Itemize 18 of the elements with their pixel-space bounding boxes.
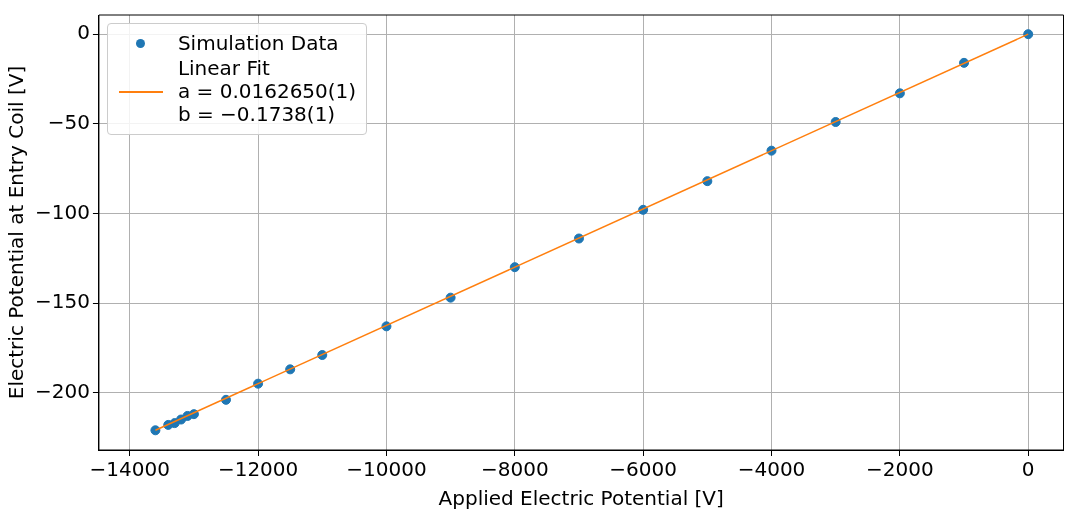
x-axis-title: Applied Electric Potential [V] [438, 486, 724, 511]
x-tick-label: −4000 [737, 457, 806, 482]
y-tick-label: −100 [34, 199, 90, 224]
x-tick-label: −14000 [89, 457, 170, 482]
x-tick-label: −12000 [217, 457, 299, 482]
x-tick-label: −10000 [346, 457, 427, 482]
y-axis-title: Electric Potential at Entry Coil [V] [4, 65, 29, 400]
x-tick-label: −2000 [866, 457, 934, 482]
y-tick-label: −50 [47, 110, 90, 134]
legend-label: Linear Fit a = 0.0162650(1) b = −0.1738(1) [177, 56, 357, 126]
y-tick-label: −200 [34, 378, 90, 403]
point [1023, 29, 1034, 40]
y-tick-label: 0 [77, 20, 90, 45]
x-tick-label: −6000 [609, 457, 677, 482]
x-tick-label: 0 [1021, 457, 1035, 482]
x-tick-label: −8000 [480, 457, 549, 482]
legend-label: Simulation Data [177, 31, 339, 55]
y-tick-label: −150 [34, 289, 90, 314]
